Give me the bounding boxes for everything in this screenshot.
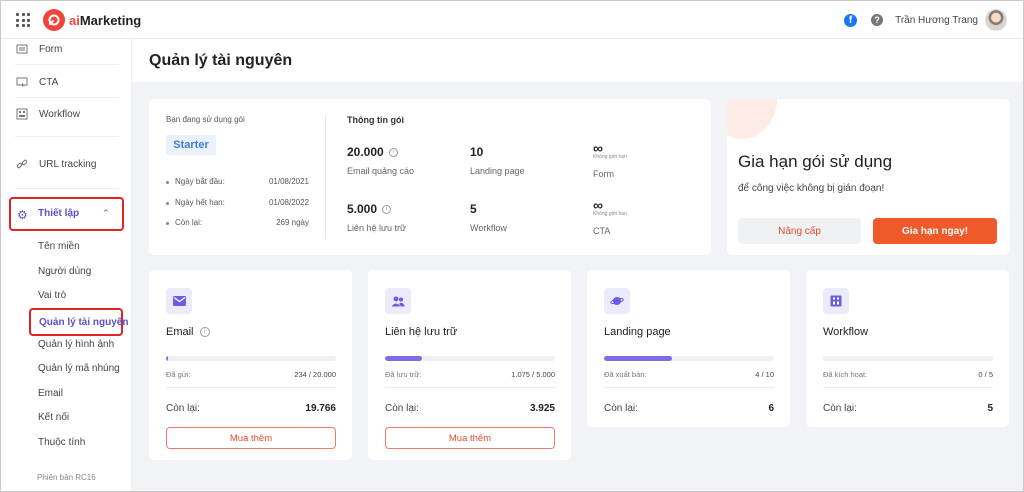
infinity-icon: ∞ bbox=[593, 197, 603, 213]
renew-card: Gia hạn gói sử dụng để công việc không b… bbox=[727, 99, 1010, 255]
info-icon[interactable]: i bbox=[382, 204, 392, 214]
main-content: Quản lý tài nguyên Bạn đang sử dụng gói … bbox=[132, 39, 1023, 491]
app-grid-icon[interactable] bbox=[16, 13, 30, 27]
info-icon[interactable]: i bbox=[388, 147, 398, 157]
renew-now-button[interactable]: Gia hạn ngay! bbox=[873, 218, 997, 244]
version-label: Phiên bản RC16 bbox=[37, 473, 96, 482]
remaining-value: 5 bbox=[987, 403, 993, 414]
buy-more-button[interactable]: Mua thêm bbox=[385, 427, 555, 449]
resource-title: Email i bbox=[166, 326, 210, 338]
help-icon[interactable]: ? bbox=[871, 14, 884, 26]
avatar[interactable] bbox=[985, 9, 1007, 31]
package-card: Bạn đang sử dụng gói Starter Ngày bắt đầ… bbox=[149, 99, 711, 255]
sidebar-divider bbox=[15, 97, 119, 98]
workflow-icon bbox=[16, 108, 28, 120]
progress-bar bbox=[823, 356, 993, 361]
mail-icon bbox=[166, 288, 192, 314]
planet-icon bbox=[604, 288, 630, 314]
quota-email: 20.000 i Email quảng cáo bbox=[347, 145, 415, 176]
contacts-icon bbox=[385, 288, 411, 314]
username[interactable]: Trần Hương Trang bbox=[895, 14, 978, 26]
divider bbox=[325, 115, 326, 239]
sub-item-roles[interactable]: Vai trò bbox=[38, 290, 67, 301]
quota-form: ∞ Không giới hạn Form bbox=[593, 140, 627, 179]
sub-item-connections[interactable]: Kết nối bbox=[38, 412, 70, 423]
resource-title: Workflow bbox=[823, 326, 869, 338]
sub-item-images[interactable]: Quản lý hình ảnh bbox=[38, 339, 115, 350]
form-icon bbox=[16, 44, 28, 54]
resource-card-workflow: Workflow Đã kích hoạt: 0 / 5 Còn lại: 5 bbox=[806, 270, 1009, 427]
cta-icon bbox=[16, 77, 28, 88]
remaining-value: 19.766 bbox=[305, 403, 336, 414]
package-days-left: Còn lại: 269 ngày bbox=[166, 218, 309, 230]
package-name-badge: Starter bbox=[166, 135, 216, 155]
sub-item-domain[interactable]: Tên miền bbox=[38, 241, 80, 252]
decorative-blob bbox=[727, 99, 777, 139]
sidebar-item-label: CTA bbox=[39, 76, 59, 88]
quota-landing-page: 10 Landing page bbox=[470, 145, 525, 176]
sidebar-divider bbox=[15, 64, 119, 65]
resource-title: Landing page bbox=[604, 326, 671, 338]
link-icon bbox=[16, 159, 28, 169]
package-label: Bạn đang sử dụng gói bbox=[166, 115, 245, 124]
sub-item-attributes[interactable]: Thuộc tính bbox=[38, 437, 86, 448]
logo-text: aiMarketing bbox=[69, 12, 142, 28]
facebook-icon[interactable]: f bbox=[844, 13, 858, 27]
sidebar: Form CTA Workflow URL tracking ⚙ Thiết l… bbox=[1, 39, 132, 491]
sub-item-resource-management[interactable]: Quản lý tài nguyên bbox=[29, 308, 128, 336]
renew-title: Gia hạn gói sử dụng bbox=[738, 152, 893, 171]
quota-contacts: 5.000 i Liên hệ lưu trữ bbox=[347, 202, 407, 233]
sidebar-item-label: Workflow bbox=[39, 108, 80, 120]
progress-bar bbox=[604, 356, 774, 361]
resource-card-landing-page: Landing page Đã xuất bản: 4 / 10 Còn lại… bbox=[587, 270, 790, 427]
resource-card-email: Email i Đã gửi: 234 / 20.000 Còn lại: 19.… bbox=[149, 270, 352, 460]
sidebar-divider bbox=[15, 136, 119, 137]
setup-label: Thiết lập bbox=[38, 208, 80, 219]
progress-bar bbox=[166, 356, 336, 361]
page-header: Quản lý tài nguyên bbox=[132, 39, 1023, 82]
remaining-value: 3.925 bbox=[529, 403, 555, 414]
sidebar-divider bbox=[15, 188, 119, 189]
buy-more-button[interactable]: Mua thêm bbox=[166, 427, 336, 449]
package-end-date: Ngày hết hạn: 01/08/2022 bbox=[166, 198, 309, 210]
quota-cta: ∞ Không giới hạn CTA bbox=[593, 197, 627, 236]
infinity-icon: ∞ bbox=[593, 140, 603, 156]
resource-title: Liên hệ lưu trữ bbox=[385, 326, 458, 338]
top-bar: aiMarketing f ? Trần Hương Trang bbox=[1, 1, 1023, 39]
renew-subtitle: để công việc không bị gián đoạn! bbox=[738, 183, 885, 194]
upgrade-button[interactable]: Nâng cấp bbox=[738, 218, 861, 244]
sub-item-label: Quản lý tài nguyên bbox=[39, 317, 129, 328]
package-info-title: Thông tin gói bbox=[347, 115, 404, 125]
workflow-icon bbox=[823, 288, 849, 314]
page-title: Quản lý tài nguyên bbox=[149, 52, 293, 69]
sidebar-item-label: Form bbox=[39, 43, 63, 55]
package-start-date: Ngày bắt đầu: 01/08/2021 bbox=[166, 177, 309, 189]
sidebar-item-label: URL tracking bbox=[39, 158, 97, 170]
info-icon[interactable]: i bbox=[199, 327, 210, 337]
resource-card-contacts: Liên hệ lưu trữ Đã lưu trữ: 1.075 / 5.00… bbox=[368, 270, 571, 460]
sub-item-embed-codes[interactable]: Quản lý mã nhúng bbox=[38, 363, 120, 374]
sub-item-users[interactable]: Người dùng bbox=[38, 266, 92, 277]
quota-workflow: 5 Workflow bbox=[470, 202, 507, 233]
chevron-up-icon[interactable]: ⌃ bbox=[102, 208, 110, 218]
remaining-value: 6 bbox=[768, 403, 774, 414]
progress-bar bbox=[385, 356, 555, 361]
logo[interactable]: aiMarketing bbox=[43, 9, 141, 31]
gear-icon: ⚙ bbox=[17, 208, 28, 222]
sidebar-item-setup[interactable]: ⚙ Thiết lập ⌃ bbox=[9, 197, 124, 231]
logo-mark-icon bbox=[43, 9, 65, 31]
sub-item-email[interactable]: Email bbox=[38, 388, 64, 399]
